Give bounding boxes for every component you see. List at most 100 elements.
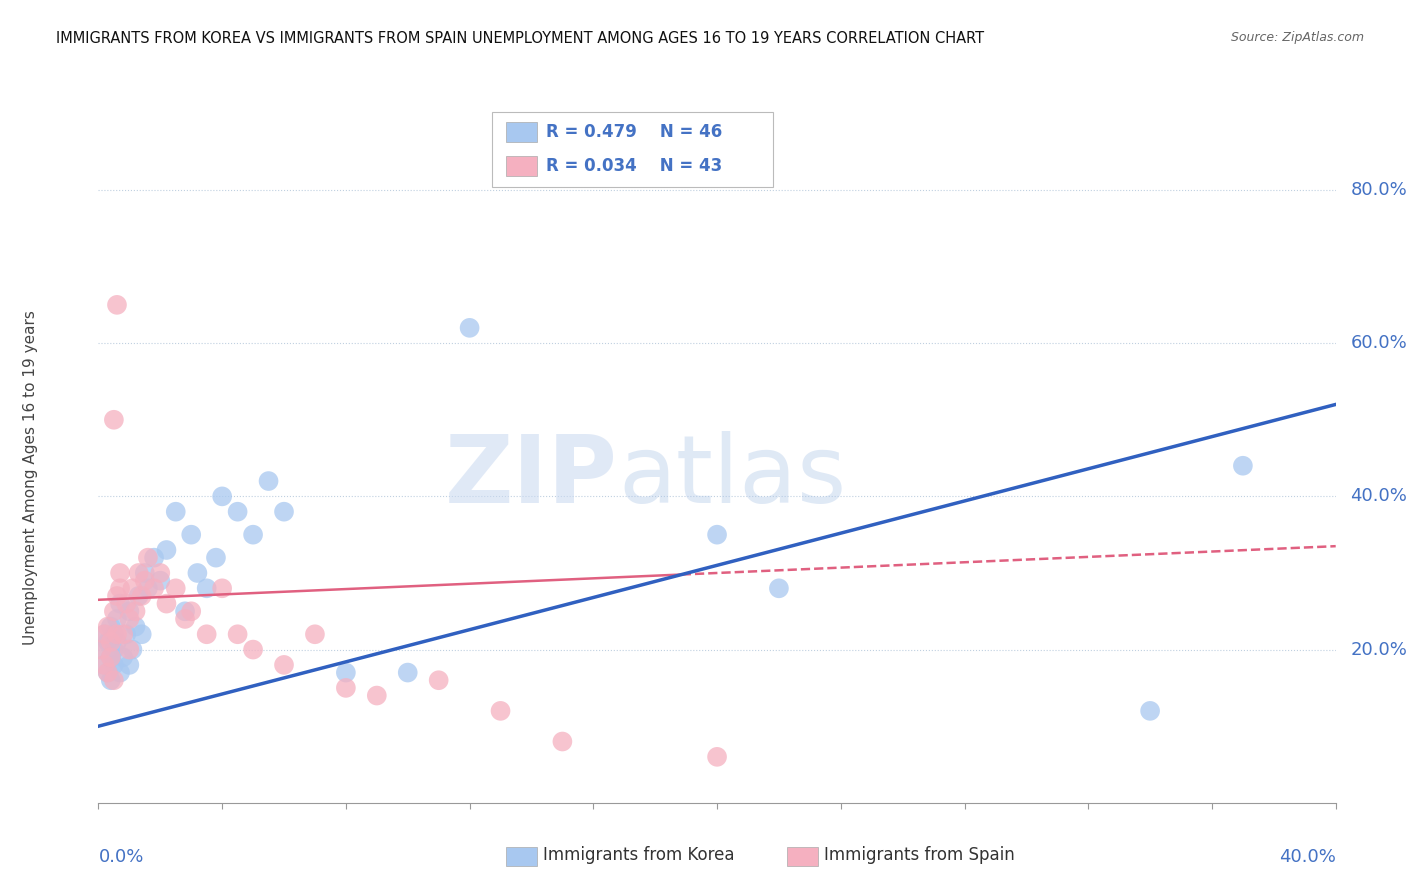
Point <box>100 673 122 688</box>
Point <box>103 657 125 672</box>
Point <box>100 650 122 665</box>
Point <box>304 627 326 641</box>
Text: Unemployment Among Ages 16 to 19 years: Unemployment Among Ages 16 to 19 years <box>22 310 38 645</box>
Point <box>195 582 218 596</box>
Point <box>165 505 187 519</box>
Point <box>136 550 159 565</box>
Point <box>149 574 172 588</box>
Text: 40.0%: 40.0% <box>1351 487 1406 506</box>
Point <box>155 543 177 558</box>
Point <box>118 657 141 672</box>
Point <box>105 627 128 641</box>
Point <box>93 627 115 641</box>
Point <box>90 642 112 657</box>
Point <box>112 627 135 641</box>
Point <box>131 627 153 641</box>
Point <box>1139 704 1161 718</box>
Text: 20.0%: 20.0% <box>1351 640 1406 658</box>
Point <box>174 604 197 618</box>
Point <box>121 582 143 596</box>
Point <box>103 604 125 618</box>
Point <box>211 582 233 596</box>
Point <box>186 566 208 580</box>
Point <box>1232 458 1254 473</box>
Point <box>115 597 138 611</box>
Point <box>118 604 141 618</box>
Text: 80.0%: 80.0% <box>1351 181 1406 199</box>
Point <box>427 673 450 688</box>
Point <box>124 619 146 633</box>
Point <box>103 413 125 427</box>
Point <box>273 657 295 672</box>
Point <box>90 642 112 657</box>
Point <box>226 505 249 519</box>
Text: 60.0%: 60.0% <box>1351 334 1406 352</box>
Point <box>458 321 481 335</box>
Point <box>226 627 249 641</box>
Point <box>103 673 125 688</box>
Point <box>93 627 115 641</box>
Point <box>118 612 141 626</box>
Point <box>195 627 218 641</box>
Text: R = 0.479    N = 46: R = 0.479 N = 46 <box>546 123 721 141</box>
Point <box>128 566 150 580</box>
Point <box>242 527 264 541</box>
Point <box>128 589 150 603</box>
Point <box>706 749 728 764</box>
Point <box>112 650 135 665</box>
Point <box>115 627 138 641</box>
Point <box>118 642 141 657</box>
Point <box>134 574 156 588</box>
Point <box>93 657 115 672</box>
Point <box>108 597 131 611</box>
Point <box>105 298 128 312</box>
Text: 0.0%: 0.0% <box>98 848 143 866</box>
Point <box>97 619 120 633</box>
Point <box>242 642 264 657</box>
Point <box>103 642 125 657</box>
Point <box>105 589 128 603</box>
Point <box>131 589 153 603</box>
Point <box>121 642 143 657</box>
Point <box>489 704 512 718</box>
Point <box>273 505 295 519</box>
Text: Immigrants from Spain: Immigrants from Spain <box>824 846 1015 863</box>
Point <box>93 657 115 672</box>
Point <box>165 582 187 596</box>
Point <box>706 527 728 541</box>
Point <box>211 489 233 503</box>
Text: atlas: atlas <box>619 431 846 524</box>
Text: 40.0%: 40.0% <box>1279 848 1336 866</box>
Point <box>108 665 131 680</box>
Point <box>366 689 388 703</box>
Point <box>335 681 357 695</box>
Point <box>124 604 146 618</box>
Point <box>180 527 202 541</box>
Point <box>143 582 166 596</box>
Point <box>108 566 131 580</box>
Point <box>768 582 790 596</box>
Point <box>97 635 120 649</box>
Point <box>396 665 419 680</box>
Point <box>257 474 280 488</box>
Point <box>100 619 122 633</box>
Point <box>100 650 122 665</box>
Point <box>108 582 131 596</box>
Point <box>174 612 197 626</box>
Point <box>136 582 159 596</box>
Point <box>134 566 156 580</box>
Point <box>97 665 120 680</box>
Point <box>105 635 128 649</box>
Point <box>149 566 172 580</box>
Point <box>97 665 120 680</box>
Text: Immigrants from Korea: Immigrants from Korea <box>543 846 734 863</box>
Text: ZIP: ZIP <box>446 431 619 524</box>
Point <box>143 550 166 565</box>
Text: Source: ZipAtlas.com: Source: ZipAtlas.com <box>1230 31 1364 45</box>
Point <box>335 665 357 680</box>
Point <box>205 550 228 565</box>
Point <box>180 604 202 618</box>
Point <box>103 627 125 641</box>
Text: IMMIGRANTS FROM KOREA VS IMMIGRANTS FROM SPAIN UNEMPLOYMENT AMONG AGES 16 TO 19 : IMMIGRANTS FROM KOREA VS IMMIGRANTS FROM… <box>56 31 984 46</box>
Point <box>551 734 574 748</box>
